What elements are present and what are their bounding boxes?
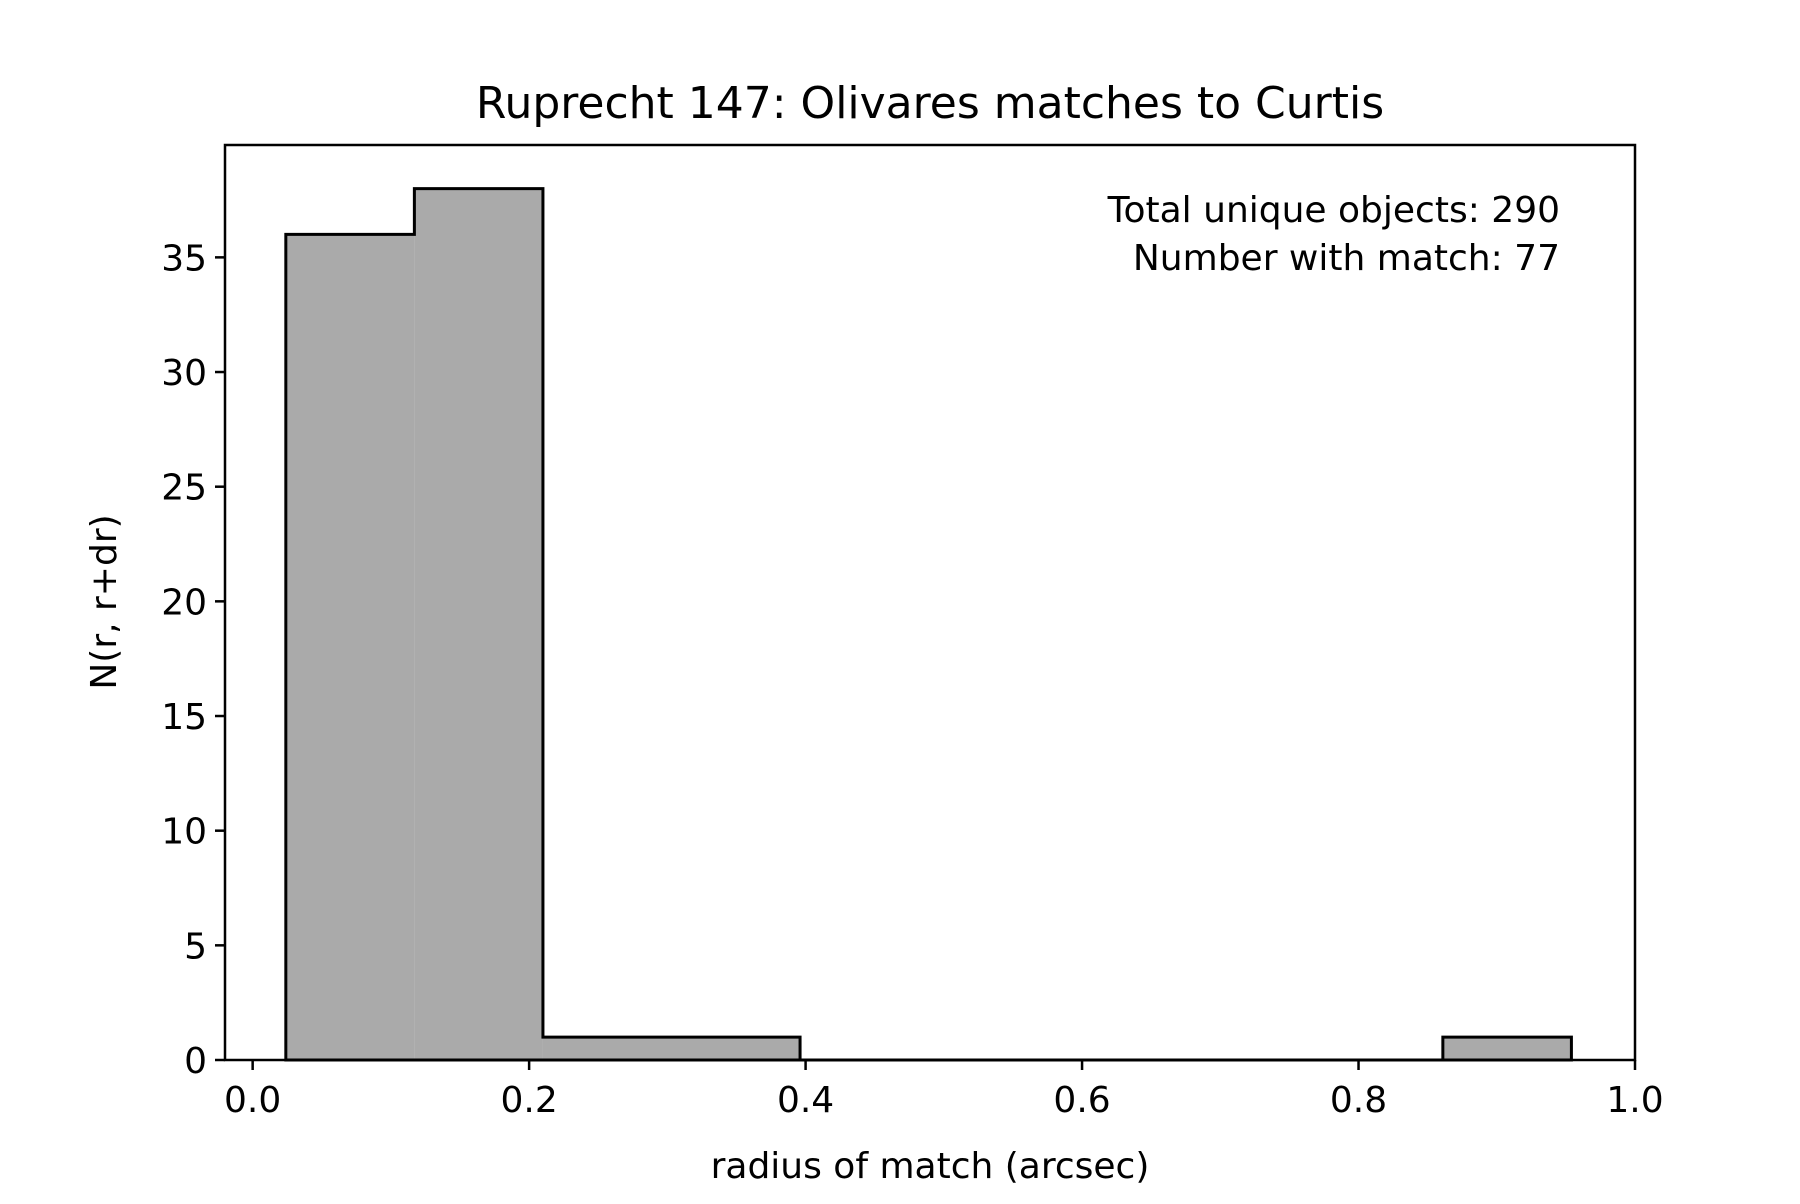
- x-tick-label: 0.6: [1053, 1080, 1110, 1121]
- x-tick-label: 0.4: [777, 1080, 834, 1121]
- x-tick-label: 0.0: [224, 1080, 281, 1121]
- y-tick-label: 15: [161, 697, 207, 738]
- histogram-bar: [414, 188, 543, 1061]
- annotation-match-count: Number with match: 77: [1133, 238, 1560, 279]
- annotation-total-objects: Total unique objects: 290: [1107, 190, 1560, 231]
- y-tick-label: 0: [184, 1041, 207, 1082]
- x-tick-label: 0.2: [500, 1080, 557, 1121]
- y-tick-label: 30: [161, 353, 207, 394]
- x-tick-label: 0.8: [1330, 1080, 1387, 1121]
- y-tick-label: 35: [161, 238, 207, 279]
- y-axis-label: N(r, r+dr): [84, 514, 125, 689]
- x-axis-label: radius of match (arcsec): [711, 1146, 1150, 1187]
- y-tick-label: 25: [161, 468, 207, 509]
- histogram-bar: [671, 1037, 801, 1060]
- y-tick-label: 10: [161, 812, 207, 853]
- chart-title: Ruprecht 147: Olivares matches to Curtis: [476, 78, 1384, 129]
- histogram-bar: [1442, 1037, 1572, 1060]
- x-axis-ticks: 0.0 0.2 0.4 0.6 0.8 1.0: [224, 1060, 1664, 1121]
- y-tick-label: 20: [161, 582, 207, 623]
- y-axis-ticks: 0 5 10 15 20 25 30 35: [161, 238, 225, 1082]
- y-tick-label: 5: [184, 926, 207, 967]
- histogram-bar: [285, 234, 415, 1060]
- x-tick-label: 1.0: [1606, 1080, 1663, 1121]
- histogram-bar: [542, 1037, 672, 1060]
- bars-layer: [285, 188, 1572, 1061]
